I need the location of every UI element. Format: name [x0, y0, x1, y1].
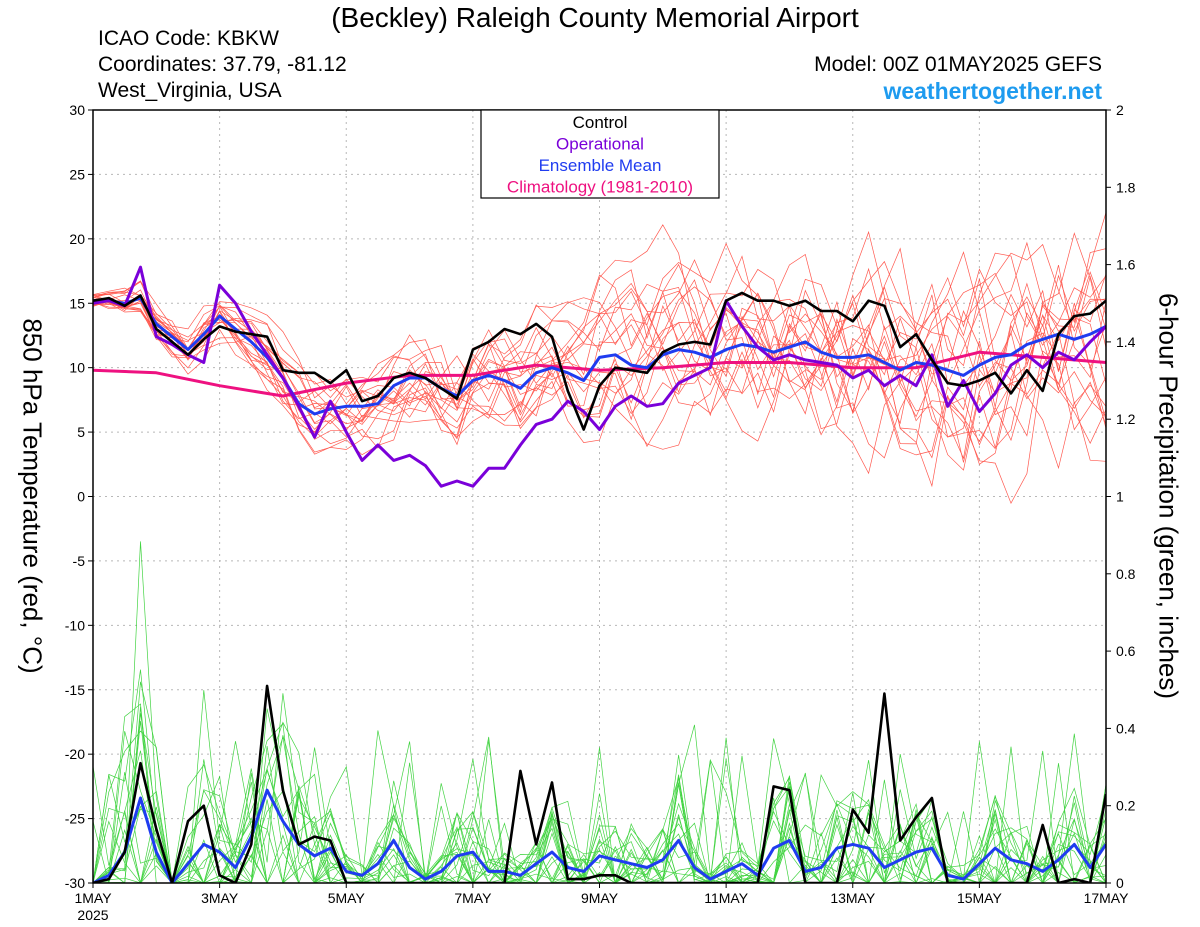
coordinates: Coordinates: 37.79, -81.12 [98, 53, 347, 76]
y2-tick-label: 2 [1116, 102, 1124, 118]
precip-ensemble-mean-line [93, 788, 1106, 883]
precip-member-line [93, 690, 1106, 883]
model-run: Model: 00Z 01MAY2025 GEFS [814, 53, 1102, 76]
precip-member-line [93, 735, 1106, 883]
y-tick-label: -15 [65, 682, 85, 698]
precip-member-line [93, 747, 1106, 883]
temperature-member-line [93, 224, 1106, 475]
legend-control: Control [573, 113, 628, 132]
y-tick-label: 20 [69, 231, 85, 247]
y-tick-label: -30 [65, 875, 85, 891]
legend-ensemble-mean: Ensemble Mean [539, 156, 662, 175]
site-link[interactable]: weathertogether.net [883, 78, 1102, 104]
y-tick-label: 0 [77, 489, 85, 505]
grid [93, 110, 1106, 883]
temperature-member-line [93, 230, 1106, 460]
y-tick-label: -25 [65, 811, 85, 827]
temperature-member-line [93, 272, 1106, 453]
x-tick-label: 11MAY [704, 890, 748, 906]
x-tick-sublabel: 2025 [77, 907, 108, 923]
legend: Control Operational Ensemble Mean Climatolo… [480, 109, 720, 199]
y-tick-label: -5 [73, 553, 86, 569]
temperature-operational-line [93, 265, 1106, 488]
climatology-line [93, 350, 1106, 398]
x-tick-label: 5MAY [328, 890, 366, 906]
legend-operational: Operational [556, 135, 644, 154]
y-tick-label: 10 [69, 360, 85, 376]
y-tick-label: -20 [65, 746, 85, 762]
x-tick-label: 13MAY [830, 890, 876, 906]
y-tick-label: -10 [65, 617, 85, 633]
y2-tick-label: 0.4 [1116, 720, 1136, 736]
temperature-member-line [93, 271, 1106, 463]
precip-member-line [93, 720, 1106, 883]
x-axis-ticks: 1MAY2025 3MAY 5MAY 7MAY 9MAY 11MAY 13MAY 15MAY 1… [74, 883, 1129, 923]
x-tick-label: 3MAY [201, 890, 239, 906]
temperature-member-line [93, 247, 1106, 446]
y2-tick-label: 0.8 [1116, 566, 1136, 582]
x-tick-label: 17MAY [1084, 890, 1130, 906]
precip-member-line [93, 730, 1106, 883]
precip-member-line [93, 782, 1106, 883]
y2-tick-label: 1.6 [1116, 257, 1136, 273]
precip-member-line [93, 703, 1106, 883]
y-tick-label: 5 [77, 424, 85, 440]
model-info: Model: 00Z 01MAY2025 GEFS weathertogethe… [814, 52, 1102, 104]
legend-climatology: Climatology (1981-2010) [507, 178, 693, 197]
station-info: ICAO Code: KBKW Coordinates: 37.79, -81.… [98, 26, 347, 104]
y2-tick-label: 1.8 [1116, 179, 1136, 195]
temperature-member-line [93, 243, 1106, 434]
legend-box [480, 109, 720, 199]
x-tick-label: 9MAY [581, 890, 619, 906]
left-axis-ticks: 30 25 20 15 10 5 0 -5 -10 -15 -20 -25 -30 [65, 102, 93, 891]
y-tick-label: 25 [69, 166, 85, 182]
y2-tick-label: 1 [1116, 489, 1124, 505]
chart-title: (Beckley) Raleigh County Memorial Airpor… [331, 2, 859, 33]
y2-tick-label: 1.2 [1116, 411, 1136, 427]
temperature-control-line [93, 291, 1106, 431]
y-tick-label: 15 [69, 295, 85, 311]
x-tick-label: 7MAY [454, 890, 492, 906]
y2-tick-label: 0.6 [1116, 643, 1136, 659]
temperature-member-line [93, 283, 1106, 456]
precip-member-line [93, 758, 1106, 883]
x-tick-label: 15MAY [957, 890, 1003, 906]
precip-control-line [93, 684, 1106, 883]
y-tick-label: 30 [69, 102, 85, 118]
x-tick-label: 1MAY [74, 890, 112, 906]
y2-tick-label: 1.4 [1116, 334, 1136, 350]
icao-code: ICAO Code: KBKW [98, 27, 279, 50]
region: West_Virginia, USA [98, 79, 282, 102]
y2-tick-label: 0.2 [1116, 798, 1136, 814]
right-axis-ticks: 2 1.8 1.6 1.4 1.2 1 0.8 0.6 0.4 0.2 0 [1106, 102, 1136, 891]
temperature-member-line [93, 291, 1106, 459]
temperature-member-line [93, 278, 1106, 471]
temperature-member-line [93, 253, 1106, 445]
y2-tick-label: 0 [1116, 875, 1124, 891]
